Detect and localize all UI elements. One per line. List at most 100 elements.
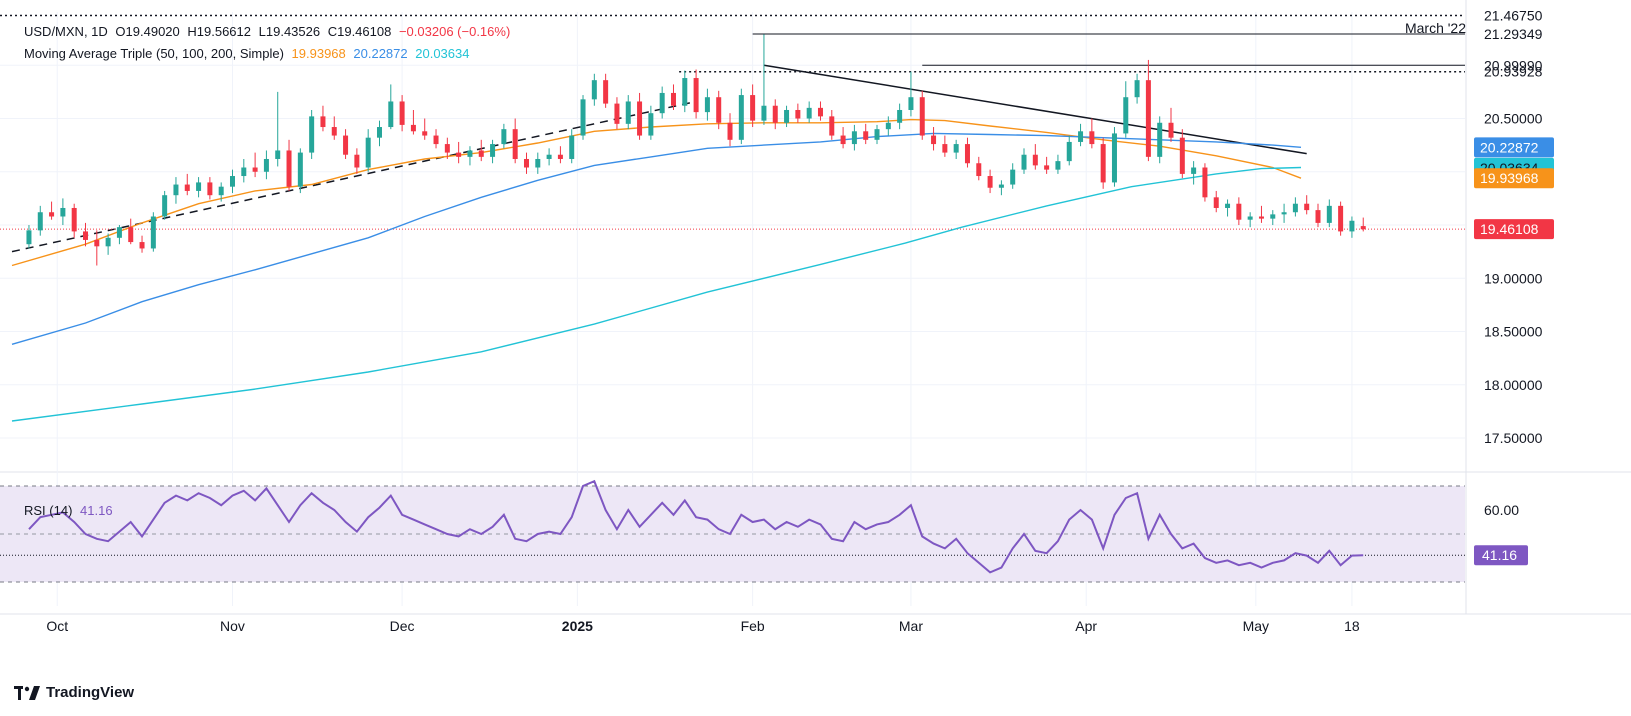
candle bbox=[535, 152, 541, 174]
candle-body bbox=[1270, 214, 1276, 219]
candle bbox=[1145, 59, 1151, 162]
candle bbox=[410, 109, 416, 135]
candle-body bbox=[116, 227, 122, 238]
candle bbox=[196, 177, 202, 198]
candle bbox=[659, 86, 665, 119]
ma200-value: 20.03634 bbox=[415, 46, 470, 61]
candle bbox=[1179, 129, 1185, 179]
candle bbox=[422, 118, 428, 140]
candle-body bbox=[817, 107, 823, 117]
candle bbox=[263, 150, 269, 180]
candle bbox=[60, 198, 66, 226]
candle bbox=[897, 103, 903, 130]
candle bbox=[976, 156, 982, 181]
candle-body bbox=[37, 212, 43, 231]
march22-label: March '22 bbox=[1405, 20, 1466, 36]
candle-body bbox=[897, 109, 903, 123]
price-tick-label: 20.93928 bbox=[1484, 64, 1543, 80]
price-badge-label: 19.46108 bbox=[1480, 221, 1539, 237]
candle-body bbox=[1134, 80, 1140, 98]
candle bbox=[365, 129, 371, 172]
candle bbox=[817, 101, 823, 121]
ma-line-200 bbox=[11, 166, 1302, 422]
ma-label[interactable]: Moving Average Triple (50, 100, 200, Sim… bbox=[24, 46, 284, 61]
ma-legend: Moving Average Triple (50, 100, 200, Sim… bbox=[24, 46, 473, 61]
candle bbox=[851, 124, 857, 151]
candle-body bbox=[173, 184, 179, 196]
candle-body bbox=[343, 135, 349, 155]
candle bbox=[648, 105, 654, 140]
candle-body bbox=[1089, 131, 1095, 145]
falling-trendline bbox=[763, 64, 1307, 155]
candle-body bbox=[953, 144, 959, 153]
candle-body bbox=[467, 150, 473, 157]
candle bbox=[388, 84, 394, 130]
candle bbox=[37, 205, 43, 236]
tradingview-brand[interactable]: TradingView bbox=[14, 684, 134, 701]
candle bbox=[603, 73, 609, 108]
price-badge bbox=[1474, 137, 1554, 158]
symbol-label[interactable]: USD/MXN, 1D bbox=[24, 24, 108, 39]
candle bbox=[1123, 81, 1129, 138]
candle-body bbox=[1236, 203, 1242, 220]
candle bbox=[229, 169, 235, 194]
candle bbox=[1055, 154, 1061, 174]
candle-body bbox=[942, 144, 948, 153]
candle bbox=[1100, 137, 1106, 189]
candle bbox=[71, 203, 77, 238]
candle-body bbox=[376, 127, 382, 138]
rising-trendline bbox=[11, 100, 697, 253]
candle bbox=[716, 90, 722, 130]
candle bbox=[580, 95, 586, 140]
candle bbox=[919, 90, 925, 140]
candle-body bbox=[1145, 80, 1151, 157]
candle-body bbox=[490, 144, 496, 157]
candle bbox=[501, 123, 507, 149]
close-value: C19.46108 bbox=[327, 24, 392, 39]
price-tick-label: 18.50000 bbox=[1484, 324, 1543, 340]
candle-body bbox=[444, 144, 450, 153]
candle bbox=[1292, 197, 1298, 217]
rsi-label[interactable]: RSI (14) bbox=[24, 503, 73, 518]
candle bbox=[546, 148, 552, 166]
candle-body bbox=[772, 105, 778, 123]
candle-body bbox=[196, 182, 202, 191]
candle-body bbox=[1349, 220, 1355, 232]
price-tick-label: 20.50000 bbox=[1484, 111, 1543, 127]
time-tick-label: Feb bbox=[741, 618, 765, 634]
candle bbox=[218, 182, 224, 202]
candle bbox=[456, 141, 462, 164]
candle-body bbox=[1066, 141, 1072, 162]
candle-body bbox=[252, 167, 258, 172]
time-tick-label: Mar bbox=[899, 618, 923, 634]
candle bbox=[512, 118, 518, 164]
candle bbox=[444, 137, 450, 159]
candle-body bbox=[1021, 154, 1027, 170]
candle-body bbox=[1202, 167, 1208, 198]
candle-body bbox=[580, 99, 586, 136]
candle bbox=[184, 173, 190, 196]
candle-body bbox=[60, 207, 66, 217]
candle-body bbox=[309, 116, 315, 153]
time-tick-label: Nov bbox=[220, 618, 245, 634]
candle-body bbox=[275, 150, 281, 159]
candle bbox=[241, 158, 247, 183]
rsi-tick-label: 60.00 bbox=[1484, 502, 1519, 518]
price-tick-label: 19.00000 bbox=[1484, 270, 1543, 286]
time-tick-label: Apr bbox=[1075, 618, 1097, 634]
candle-body bbox=[976, 163, 982, 177]
price-tick-label: 21.29349 bbox=[1484, 26, 1543, 42]
candle bbox=[1315, 203, 1321, 228]
candle bbox=[94, 230, 100, 266]
candle bbox=[614, 97, 620, 130]
candle-body bbox=[365, 137, 371, 168]
rsi-line bbox=[28, 479, 1364, 574]
brand-name: TradingView bbox=[46, 684, 135, 701]
candle-body bbox=[648, 113, 654, 136]
open-value: O19.49020 bbox=[115, 24, 180, 39]
candle bbox=[116, 225, 122, 245]
candle-body bbox=[162, 195, 168, 217]
candle bbox=[557, 146, 563, 164]
